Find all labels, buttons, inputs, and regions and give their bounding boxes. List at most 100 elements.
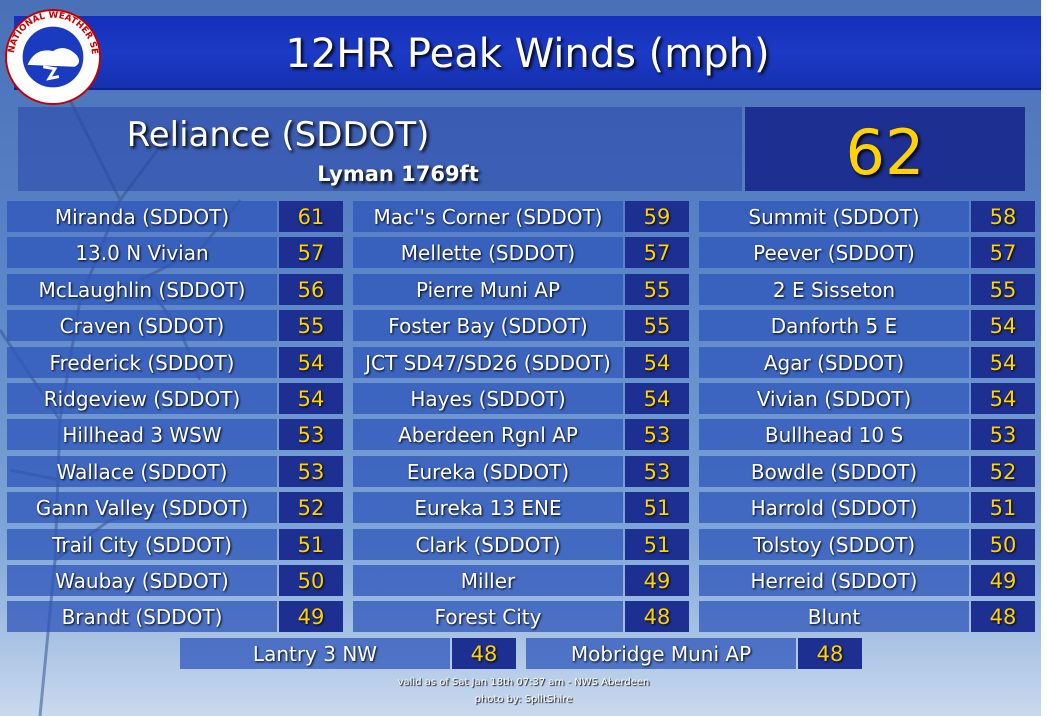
station-cell: Bullhead 10 S 53 [699, 419, 1035, 451]
station-wind-value: 52 [971, 455, 1035, 487]
station-name: Mobridge Muni AP [526, 637, 796, 669]
nws-logo-icon: NATIONAL WEATHER SERVICE [4, 8, 102, 106]
station-cell: Gann Valley (SDDOT) 52 [7, 492, 343, 524]
right-edge [1041, 0, 1047, 716]
station-cell: 2 E Sisseton 55 [699, 273, 1035, 305]
station-cell: Vivian (SDDOT) 54 [699, 383, 1035, 414]
title-bar: 12HR Peak Winds (mph) [14, 16, 1041, 90]
station-cell: Harrold (SDDOT) 51 [699, 492, 1035, 524]
station-row: Hillhead 3 WSW 53 Aberdeen Rgnl AP 53 Bullhe… [7, 419, 1036, 451]
station-name: Hayes (SDDOT) [353, 383, 623, 414]
station-cell: Forest City 48 [353, 601, 689, 633]
station-wind-value: 48 [798, 637, 862, 669]
station-cell: Peever (SDDOT) 57 [699, 237, 1035, 269]
station-wind-value: 54 [625, 346, 689, 378]
station-wind-value: 53 [279, 419, 343, 451]
station-name: Tolstoy (SDDOT) [699, 528, 969, 560]
station-wind-value: 54 [279, 383, 343, 414]
station-cell: Brandt (SDDOT) 49 [7, 601, 343, 633]
station-wind-value: 52 [279, 492, 343, 524]
station-wind-value: 57 [971, 237, 1035, 269]
station-cell: Ridgeview (SDDOT) 54 [7, 383, 343, 414]
station-wind-value: 51 [625, 492, 689, 524]
station-name: Danforth 5 E [699, 310, 969, 342]
top-station-value-box: 62 [745, 107, 1025, 191]
station-row: Gann Valley (SDDOT) 52 Eureka 13 ENE 51 Harr… [7, 492, 1036, 524]
station-cell: Agar (SDDOT) 54 [699, 346, 1035, 378]
station-wind-value: 54 [971, 310, 1035, 342]
station-name: 13.0 N Vivian [7, 237, 277, 269]
top-station-panel: Reliance (SDDOT) Lyman 1769ft [18, 107, 742, 191]
station-name: Craven (SDDOT) [7, 310, 277, 342]
station-row: Trail City (SDDOT) 51 Clark (SDDOT) 51 Tolst… [7, 528, 1036, 560]
station-cell: Tolstoy (SDDOT) 50 [699, 528, 1035, 560]
station-name: Bowdle (SDDOT) [699, 455, 969, 487]
station-cell: Foster Bay (SDDOT) 55 [353, 310, 689, 342]
station-wind-value: 59 [625, 201, 689, 232]
station-name: Vivian (SDDOT) [699, 383, 969, 414]
station-cell: McLaughlin (SDDOT) 56 [7, 273, 343, 305]
station-cell: Mobridge Muni AP 48 [526, 637, 862, 669]
station-wind-value: 48 [452, 637, 516, 669]
station-wind-value: 54 [971, 383, 1035, 414]
station-wind-value: 57 [279, 237, 343, 269]
station-row: Miranda (SDDOT) 61 Mac''s Corner (SDDOT) 59… [7, 201, 1036, 232]
station-wind-value: 55 [625, 273, 689, 305]
station-cell: Aberdeen Rgnl AP 53 [353, 419, 689, 451]
station-wind-value: 49 [279, 601, 343, 633]
station-name: Agar (SDDOT) [699, 346, 969, 378]
station-name: Eureka (SDDOT) [353, 455, 623, 487]
station-wind-value: 51 [625, 528, 689, 560]
station-cell: Danforth 5 E 54 [699, 310, 1035, 342]
station-wind-value: 49 [625, 565, 689, 596]
station-cell: 13.0 N Vivian 57 [7, 237, 343, 269]
station-row: Craven (SDDOT) 55 Foster Bay (SDDOT) 55 Danf… [7, 310, 1036, 342]
station-cell: Bowdle (SDDOT) 52 [699, 455, 1035, 487]
station-wind-value: 50 [971, 528, 1035, 560]
station-wind-value: 57 [625, 237, 689, 269]
station-cell: Trail City (SDDOT) 51 [7, 528, 343, 560]
station-wind-value: 51 [279, 528, 343, 560]
top-station-location: Lyman 1769ft [317, 162, 479, 186]
station-name: McLaughlin (SDDOT) [7, 273, 277, 305]
station-name: Foster Bay (SDDOT) [353, 310, 623, 342]
station-cell: JCT SD47/SD26 (SDDOT) 54 [353, 346, 689, 378]
station-wind-value: 54 [279, 346, 343, 378]
station-cell: Eureka 13 ENE 51 [353, 492, 689, 524]
station-wind-value: 48 [625, 601, 689, 633]
station-cell: Craven (SDDOT) 55 [7, 310, 343, 342]
station-wind-value: 53 [625, 419, 689, 451]
station-wind-value: 53 [279, 455, 343, 487]
station-wind-value: 58 [971, 201, 1035, 232]
station-cell: Miranda (SDDOT) 61 [7, 201, 343, 232]
station-wind-value: 49 [971, 565, 1035, 596]
station-row: Wallace (SDDOT) 53 Eureka (SDDOT) 53 Bowdle … [7, 455, 1036, 487]
station-row-bottom: Lantry 3 NW 48 Mobridge Muni AP 48 [7, 637, 1036, 669]
station-cell: Lantry 3 NW 48 [180, 637, 516, 669]
station-name: Pierre Muni AP [353, 273, 623, 305]
station-name: Gann Valley (SDDOT) [7, 492, 277, 524]
station-wind-value: 51 [971, 492, 1035, 524]
station-wind-value: 54 [625, 383, 689, 414]
station-cell: Blunt 48 [699, 601, 1035, 633]
station-name: Ridgeview (SDDOT) [7, 383, 277, 414]
station-name: Lantry 3 NW [180, 637, 450, 669]
station-wind-value: 50 [279, 565, 343, 596]
station-name: Eureka 13 ENE [353, 492, 623, 524]
station-wind-value: 54 [971, 346, 1035, 378]
station-cell: Pierre Muni AP 55 [353, 273, 689, 305]
station-row: Ridgeview (SDDOT) 54 Hayes (SDDOT) 54 Vivian… [7, 383, 1036, 414]
station-name: Summit (SDDOT) [699, 201, 969, 232]
page-title: 12HR Peak Winds (mph) [285, 31, 770, 77]
station-wind-value: 53 [625, 455, 689, 487]
station-wind-value: 55 [625, 310, 689, 342]
station-cell: Waubay (SDDOT) 50 [7, 565, 343, 596]
station-name: Blunt [699, 601, 969, 633]
station-name: Mellette (SDDOT) [353, 237, 623, 269]
station-row: 13.0 N Vivian 57 Mellette (SDDOT) 57 Peever … [7, 237, 1036, 269]
station-name: Bullhead 10 S [699, 419, 969, 451]
station-name: Hillhead 3 WSW [7, 419, 277, 451]
station-name: 2 E Sisseton [699, 273, 969, 305]
station-name: Wallace (SDDOT) [7, 455, 277, 487]
station-cell: Mac''s Corner (SDDOT) 59 [353, 201, 689, 232]
